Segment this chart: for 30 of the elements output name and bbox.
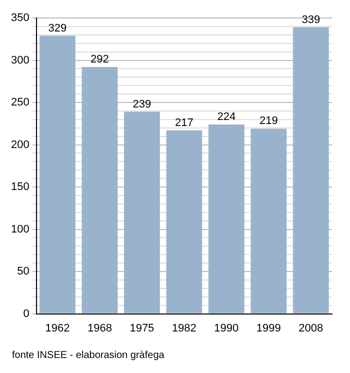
x-tick-label: 1990	[214, 322, 239, 334]
bar	[124, 112, 160, 314]
data-label: 217	[174, 116, 194, 129]
bar	[292, 27, 329, 314]
x-tick-label: 1982	[172, 322, 196, 334]
data-label: 292	[90, 54, 109, 66]
x-tick-label: 1968	[87, 322, 112, 334]
bar	[166, 130, 202, 314]
y-tick-label: 100	[10, 223, 30, 236]
data-label: 219	[259, 115, 278, 128]
y-tick-label: 200	[10, 138, 30, 151]
y-tick-label: 0	[23, 308, 30, 320]
x-tick-label: 1999	[256, 322, 281, 334]
bar	[208, 124, 244, 314]
y-tick-label: 350	[10, 12, 30, 24]
y-tick-label: 50	[17, 266, 30, 278]
x-tick-label: 1962	[45, 322, 70, 334]
bar	[250, 128, 287, 314]
data-label: 239	[132, 98, 152, 110]
data-label: 339	[302, 14, 320, 26]
x-tick-label: 1975	[130, 322, 154, 334]
y-tick-label: 250	[10, 96, 30, 109]
x-tick-label: 2008	[298, 322, 324, 334]
data-label: 329	[48, 22, 67, 34]
data-label: 224	[217, 111, 236, 124]
bar	[40, 36, 76, 314]
y-tick-label: 150	[10, 181, 30, 194]
y-tick-label: 300	[10, 54, 30, 66]
bar	[82, 67, 118, 314]
source-note: fonte INSEE - elaborasion gràfega	[12, 350, 166, 361]
